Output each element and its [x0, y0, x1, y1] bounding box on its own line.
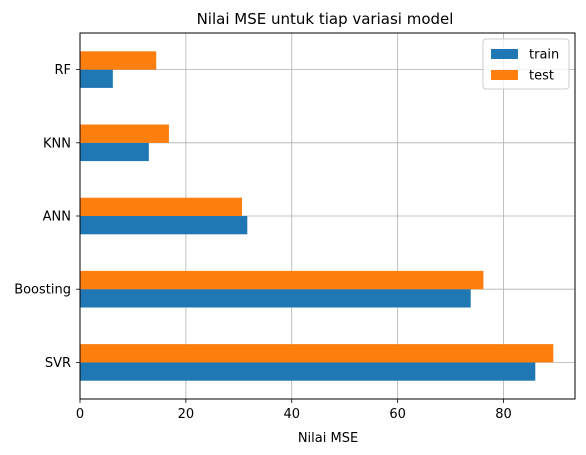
- bar-train-knn: [80, 142, 149, 162]
- y-tick-label: ANN: [43, 210, 71, 225]
- legend-label-test: test: [529, 69, 554, 84]
- x-axis-label: Nilai MSE: [298, 431, 358, 446]
- x-tick-label: 60: [389, 407, 406, 422]
- y-axis: SVR Boosting ANN KNN RF: [14, 63, 80, 371]
- y-tick-label: KNN: [43, 136, 71, 151]
- bar-test-rf: [80, 51, 157, 70]
- x-tick-label: 80: [495, 407, 512, 422]
- chart-title: Nilai MSE untuk tiap variasi model: [197, 10, 454, 28]
- bar-test-knn: [80, 124, 169, 143]
- x-tick-label: 0: [76, 407, 84, 422]
- bar-test-ann: [80, 197, 242, 216]
- y-tick-label: RF: [54, 63, 71, 78]
- bar-train-ann: [80, 216, 248, 235]
- bar-train-boosting: [80, 289, 471, 308]
- legend-label-train: train: [529, 48, 559, 63]
- bar-test-boosting: [80, 270, 484, 290]
- legend-swatch-test: [491, 70, 518, 80]
- x-axis: 0 20 40 60 80: [76, 399, 512, 422]
- y-tick-label: SVR: [45, 356, 71, 371]
- y-tick-label: Boosting: [14, 283, 71, 298]
- bar-train-rf: [80, 69, 113, 88]
- bars-group: [80, 51, 554, 381]
- bar-train-svr: [80, 362, 536, 381]
- x-tick-label: 40: [283, 407, 300, 422]
- legend-swatch-train: [491, 49, 518, 59]
- bar-test-svr: [80, 344, 554, 363]
- x-tick-label: 20: [178, 407, 195, 422]
- legend: train test: [482, 38, 570, 90]
- legend-box: [482, 38, 570, 90]
